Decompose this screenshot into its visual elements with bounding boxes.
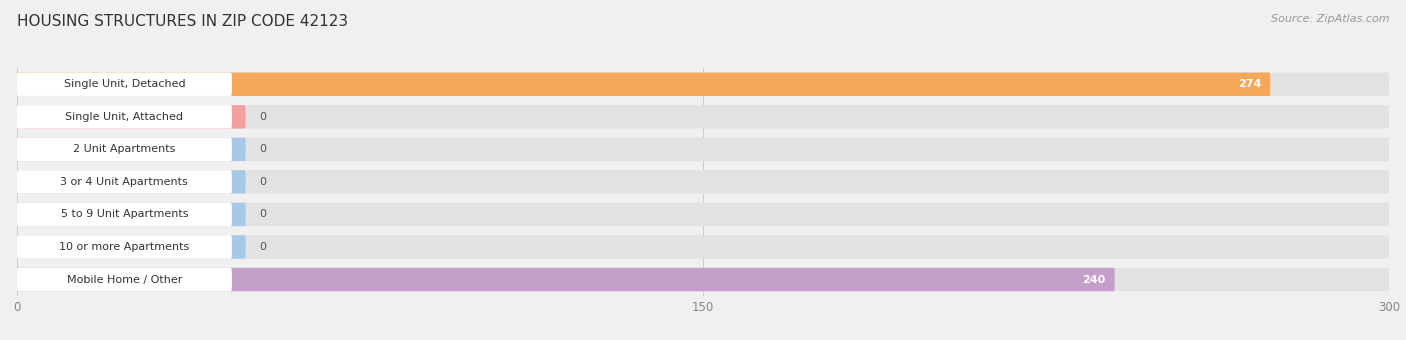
FancyBboxPatch shape — [17, 105, 246, 129]
FancyBboxPatch shape — [17, 203, 246, 226]
FancyBboxPatch shape — [17, 105, 1389, 129]
FancyBboxPatch shape — [17, 235, 232, 259]
FancyBboxPatch shape — [17, 138, 232, 161]
FancyBboxPatch shape — [17, 170, 246, 193]
Text: 0: 0 — [259, 144, 266, 154]
Text: 0: 0 — [259, 209, 266, 219]
FancyBboxPatch shape — [17, 138, 1389, 161]
Text: 5 to 9 Unit Apartments: 5 to 9 Unit Apartments — [60, 209, 188, 219]
Text: 0: 0 — [259, 177, 266, 187]
Text: 0: 0 — [259, 112, 266, 122]
FancyBboxPatch shape — [17, 268, 1115, 291]
FancyBboxPatch shape — [17, 138, 246, 161]
Text: 240: 240 — [1083, 274, 1105, 285]
FancyBboxPatch shape — [17, 203, 1389, 226]
FancyBboxPatch shape — [17, 235, 246, 259]
FancyBboxPatch shape — [17, 105, 232, 129]
FancyBboxPatch shape — [17, 72, 1389, 96]
Text: HOUSING STRUCTURES IN ZIP CODE 42123: HOUSING STRUCTURES IN ZIP CODE 42123 — [17, 14, 349, 29]
FancyBboxPatch shape — [17, 72, 1270, 96]
FancyBboxPatch shape — [17, 170, 1389, 193]
Text: 0: 0 — [259, 242, 266, 252]
Text: 10 or more Apartments: 10 or more Apartments — [59, 242, 190, 252]
FancyBboxPatch shape — [17, 170, 232, 193]
Text: 3 or 4 Unit Apartments: 3 or 4 Unit Apartments — [60, 177, 188, 187]
FancyBboxPatch shape — [17, 203, 232, 226]
FancyBboxPatch shape — [17, 268, 232, 291]
Text: Source: ZipAtlas.com: Source: ZipAtlas.com — [1271, 14, 1389, 23]
Text: Single Unit, Detached: Single Unit, Detached — [63, 79, 186, 89]
FancyBboxPatch shape — [17, 268, 1389, 291]
Text: Single Unit, Attached: Single Unit, Attached — [65, 112, 183, 122]
Text: 274: 274 — [1237, 79, 1261, 89]
FancyBboxPatch shape — [17, 235, 1389, 259]
FancyBboxPatch shape — [17, 72, 232, 96]
Text: 2 Unit Apartments: 2 Unit Apartments — [73, 144, 176, 154]
Text: Mobile Home / Other: Mobile Home / Other — [66, 274, 181, 285]
